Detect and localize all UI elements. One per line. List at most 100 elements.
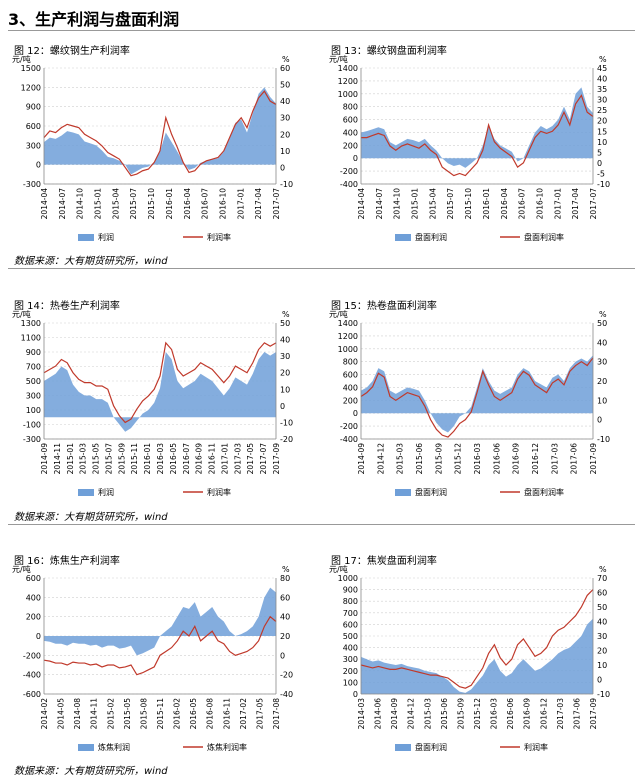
y-tick-right: 60	[280, 64, 290, 73]
y-unit-left: 元/吨	[12, 309, 31, 319]
y-tick-right: -10	[280, 418, 293, 427]
y-tick-right: 0	[597, 416, 602, 425]
legend-label: 盘面利润	[415, 232, 447, 242]
y-tick-right: 25	[597, 106, 607, 115]
y-tick-right: 35	[597, 85, 607, 94]
legend-label: 利润率	[524, 742, 548, 752]
y-unit-left: 元/吨	[12, 54, 31, 64]
x-tick: 2017-07	[589, 188, 598, 220]
y-tick-right: 30	[597, 96, 607, 105]
line-series	[361, 94, 594, 177]
y-tick-right: 50	[597, 319, 607, 328]
x-tick: 2016-06	[492, 443, 501, 475]
x-tick: 2015-05	[123, 698, 132, 730]
x-tick: 2015-06	[440, 698, 449, 730]
y-tick-left: 1400	[338, 319, 358, 328]
source-note: 数据来源：大有期货研究所，wind	[14, 256, 168, 267]
x-tick: 2016-10	[535, 188, 544, 220]
x-tick: 2015-07	[446, 188, 455, 220]
y-tick-right: -20	[280, 671, 293, 680]
y-tick-left: 1500	[21, 64, 41, 73]
x-tick: 2014-04	[357, 188, 366, 220]
y-tick-right: 0	[280, 402, 285, 411]
x-tick: 2014-09	[40, 443, 49, 475]
legend-label: 利润率	[207, 487, 231, 497]
legend-label: 炼焦利润	[98, 742, 130, 752]
chart-panel-fig16: 图 16：炼焦生产利润率 元/吨% 600 400 200 0 -200 -400 -600 8…	[8, 550, 318, 760]
chart-svg: 元/吨 %13001100900700500300100-100-30050403…	[12, 309, 293, 497]
chart-panel-fig13: 图 13：螺纹钢盘面利润率 元/吨% 1400 1200 1000 800 600 400 2…	[325, 40, 635, 250]
line-series	[43, 341, 277, 424]
chart-title: 图 13：螺纹钢盘面利润率	[331, 46, 447, 57]
y-tick-left: 800	[343, 358, 358, 367]
x-tick: 2015-12	[454, 443, 463, 475]
y-unit-left: 元/吨	[329, 309, 348, 319]
x-tick: 2014-09	[390, 698, 399, 730]
x-tick: 2014-03	[357, 698, 366, 730]
y-tick-left: -200	[23, 651, 41, 660]
x-tick: 2017-09	[589, 443, 598, 475]
x-tick: 2014-07	[375, 188, 384, 220]
source-note: 数据来源：大有期货研究所，wind	[14, 512, 168, 523]
y-tick-right: 20	[280, 369, 290, 378]
x-tick: 2015-01	[411, 188, 420, 220]
y-tick-right: 20	[597, 377, 607, 386]
chart-panel-fig15: 图 15：热卷盘面利润率 元/吨% 1400 1200 1000 800 600 400 20…	[325, 295, 635, 505]
chart-panel-fig14: 图 14：热卷生产利润率 元/吨% 1300 1100 900 700 500 300 100…	[8, 295, 318, 505]
y-tick-right: 5	[597, 148, 602, 157]
legend-swatch-area	[78, 234, 94, 241]
y-tick-right: -10	[597, 180, 610, 189]
y-tick-left: -400	[23, 671, 41, 680]
x-tick: 2014-10	[393, 188, 402, 220]
x-tick: 2015-09	[434, 443, 443, 475]
x-tick: 2015-10	[147, 188, 156, 220]
y-tick-left: 100	[343, 678, 358, 687]
y-tick-right: -10	[597, 690, 610, 699]
y-tick-right: 20	[597, 647, 607, 656]
y-tick-right: 60	[280, 593, 290, 602]
x-tick: 2014-10	[76, 188, 85, 220]
y-tick-right: 30	[280, 352, 290, 361]
y-tick-right: 40	[597, 75, 607, 84]
legend-label: 利润率	[207, 232, 231, 242]
line-series	[360, 357, 594, 438]
y-tick-left: 1200	[338, 77, 358, 86]
x-tick: 2017-01	[553, 188, 562, 220]
y-tick-left: 1300	[21, 319, 41, 328]
y-tick-left: 1000	[338, 345, 358, 354]
y-tick-right: 30	[597, 632, 607, 641]
x-tick: 2014-08	[73, 698, 82, 730]
x-tick: 2014-11	[53, 443, 62, 475]
x-tick: 2014-02	[40, 698, 49, 730]
legend-swatch-area	[78, 744, 94, 751]
x-tick: 2016-02	[173, 698, 182, 730]
y-tick-right: 40	[280, 97, 290, 106]
x-tick: 2017-06	[570, 443, 579, 475]
x-tick: 2017-04	[254, 188, 263, 220]
y-tick-right: 50	[280, 319, 290, 328]
y-tick-left: 1100	[21, 334, 41, 343]
y-tick-left: 200	[343, 396, 358, 405]
y-tick-right: 60	[597, 589, 607, 598]
chart-panel-fig12: 图 12：螺纹钢生产利润率 元/吨% 1500 1200 900 600 300 0 -300…	[8, 40, 318, 250]
x-tick: 2014-09	[357, 443, 366, 475]
x-tick: 2017-05	[246, 443, 255, 475]
y-tick-left: 200	[343, 667, 358, 676]
x-tick: 2017-07	[259, 443, 268, 475]
x-tick: 2015-02	[106, 698, 115, 730]
y-tick-left: -400	[340, 180, 358, 189]
x-tick: 2016-09	[523, 698, 532, 730]
x-tick: 2015-07	[129, 188, 138, 220]
line-series	[43, 90, 277, 177]
x-tick: 2015-10	[464, 188, 473, 220]
y-tick-left: 400	[343, 383, 358, 392]
y-tick-left: -300	[23, 180, 41, 189]
y-tick-right: 45	[597, 64, 607, 73]
x-tick: 2014-11	[90, 698, 99, 730]
x-tick: 2017-01	[220, 443, 229, 475]
y-tick-left: 500	[26, 377, 41, 386]
y-tick-left: -200	[340, 167, 358, 176]
area-series	[44, 87, 276, 175]
chart-title: 图 12：螺纹钢生产利润率	[14, 46, 130, 57]
section-divider	[8, 30, 635, 31]
